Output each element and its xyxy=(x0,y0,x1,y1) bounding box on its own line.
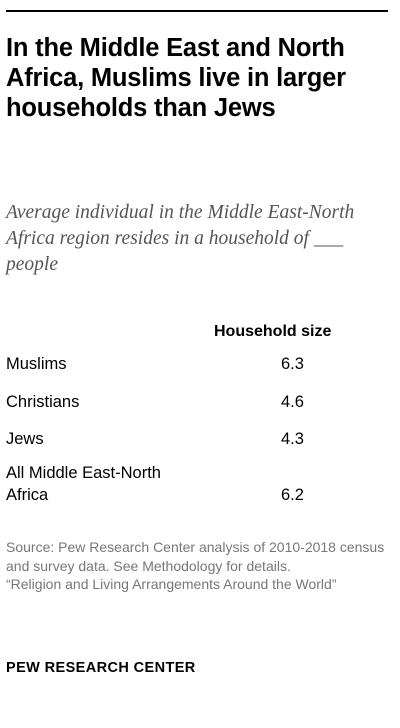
row-label: All Middle East-North Africa xyxy=(6,464,161,504)
top-rule xyxy=(6,10,388,12)
chart-subtitle: Average individual in the Middle East-No… xyxy=(6,202,355,275)
table-row: Jews 4.3 xyxy=(6,428,386,450)
report-title: “Religion and Living Arrangements Around… xyxy=(6,576,337,592)
row-value: 4.6 xyxy=(281,393,304,411)
row-value: 6.2 xyxy=(281,486,304,504)
brand-logo-text: PEW RESEARCH CENTER xyxy=(6,660,196,676)
row-label: Muslims xyxy=(6,355,67,373)
table-row: All Middle East-North Africa 6.2 xyxy=(6,462,386,506)
column-header-household-size: Household size xyxy=(214,323,332,340)
table-row: Christians 4.6 xyxy=(6,391,386,413)
row-value: 6.3 xyxy=(281,355,304,373)
table-row: Muslims 6.3 xyxy=(6,353,386,375)
source-text: Source: Pew Research Center analysis of … xyxy=(6,539,385,574)
row-label: Christians xyxy=(6,393,80,411)
chart-title: In the Middle East and North Africa, Mus… xyxy=(6,34,346,122)
row-label: Jews xyxy=(6,430,44,448)
row-value: 4.3 xyxy=(281,430,304,448)
source-note: Source: Pew Research Center analysis of … xyxy=(6,538,391,594)
